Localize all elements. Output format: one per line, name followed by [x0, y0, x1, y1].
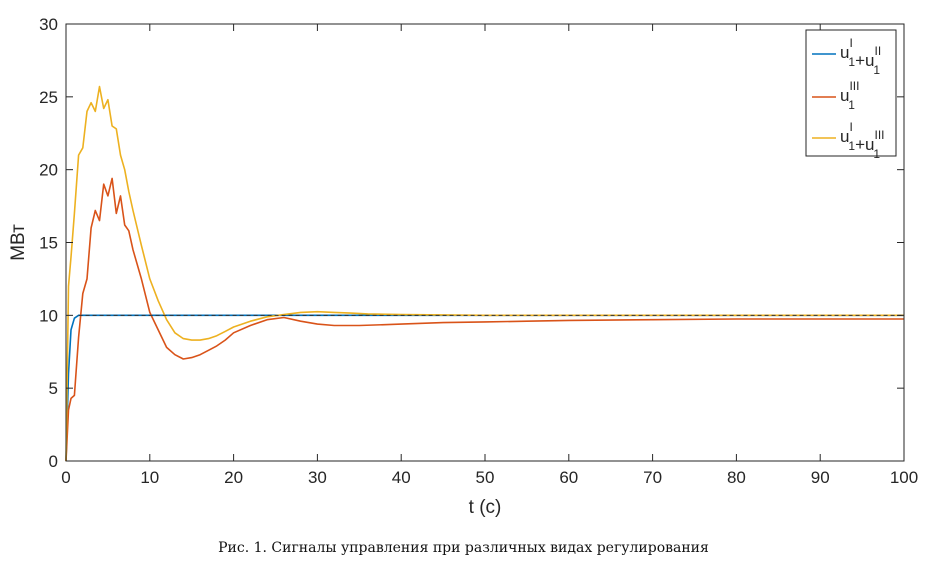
y-tick-label: 25 — [39, 88, 58, 107]
y-tick-label: 0 — [49, 452, 58, 471]
legend-entry-3: uI 1+uIII 1 — [840, 120, 885, 161]
plot-area — [66, 24, 904, 461]
x-tick-label: 40 — [392, 468, 411, 487]
y-tick-label: 20 — [39, 161, 58, 180]
series-lines — [65, 85, 904, 462]
line-chart: 0 10 20 30 40 50 60 70 80 90 100 0 5 10 15 20 25 30 t (c… — [8, 15, 918, 518]
x-tick-label: 0 — [61, 468, 70, 487]
x-tick-label: 100 — [890, 468, 918, 487]
legend: uI 1+uII 1 uIII 1 uI 1+uIII 1 — [805, 29, 897, 161]
y-tick-label: 5 — [49, 379, 58, 398]
legend-box — [805, 29, 897, 157]
series-line-3 — [65, 85, 904, 462]
y-tick-label: 15 — [39, 234, 58, 253]
x-tick-label: 60 — [559, 468, 578, 487]
series-line-2 — [65, 177, 904, 462]
y-axis-label: МВт — [8, 224, 29, 261]
legend-entry-2: uIII 1 — [840, 79, 859, 112]
x-tick-label: 30 — [308, 468, 327, 487]
y-tick-label: 10 — [39, 306, 58, 325]
legend-entry-1: uI 1+uII 1 — [840, 36, 881, 77]
plot-background — [66, 24, 904, 461]
y-axis-ticks: 0 5 10 15 20 25 30 — [39, 15, 904, 471]
x-tick-label: 50 — [476, 468, 495, 487]
x-axis-label: t (c) — [469, 497, 502, 518]
x-tick-label: 90 — [811, 468, 830, 487]
figure-caption: Рис. 1. Сигналы управления при различных… — [218, 540, 709, 556]
x-axis-ticks: 0 10 20 30 40 50 60 70 80 90 100 — [61, 24, 918, 487]
x-tick-label: 80 — [727, 468, 746, 487]
x-tick-label: 20 — [224, 468, 243, 487]
x-tick-label: 70 — [643, 468, 662, 487]
x-tick-label: 10 — [140, 468, 159, 487]
y-tick-label: 30 — [39, 15, 58, 34]
